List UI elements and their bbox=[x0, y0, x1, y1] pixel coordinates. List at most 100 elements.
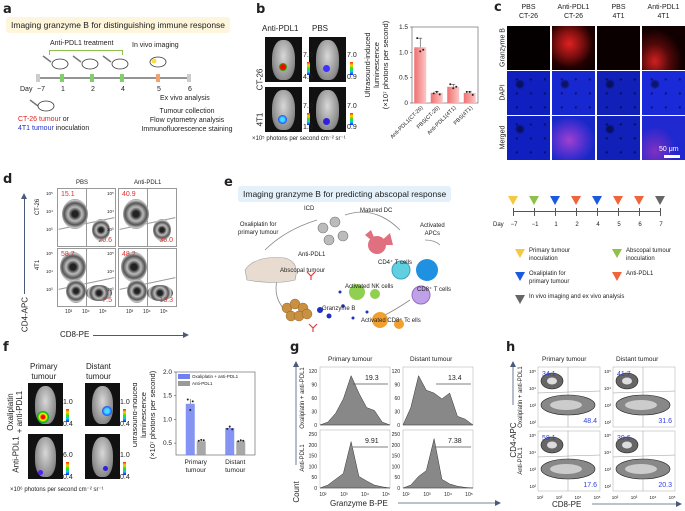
legend-marker-icon bbox=[612, 272, 622, 281]
day-tick: 6 bbox=[188, 86, 192, 93]
contour-cluster bbox=[550, 400, 582, 410]
x-tick-label: 10⁴ bbox=[575, 495, 582, 500]
y-tick-label: 1.0 bbox=[399, 49, 408, 56]
h-col-label: Primary tumour bbox=[542, 356, 587, 363]
colorbar-min: 0.4 bbox=[63, 474, 73, 481]
day-tick: 5 bbox=[617, 222, 621, 228]
y-tick-label: 10³ bbox=[46, 287, 53, 292]
legend-line: Abscopal tumour bbox=[626, 248, 672, 254]
quadrant-value-bottom: 17.6 bbox=[583, 482, 597, 489]
panel-b-label: b bbox=[256, 2, 266, 17]
x-tick-label: 10⁴ bbox=[444, 492, 452, 498]
colorbar-max: 7.0 bbox=[303, 52, 313, 59]
y-tick-label: 10⁵ bbox=[46, 191, 53, 196]
d-col-label: PBS bbox=[76, 180, 89, 186]
f-units: ×10⁶ photons per second cm⁻² sr⁻¹ bbox=[10, 487, 104, 493]
panel-e-banner: Imaging granzyme B for predicting abscop… bbox=[238, 186, 452, 202]
arrow-right-icon bbox=[183, 332, 189, 338]
contour-cluster bbox=[547, 441, 557, 449]
f-col-line: tumour bbox=[31, 372, 57, 381]
e-label-granzyme: Granzyme B bbox=[322, 306, 356, 312]
colorbar-min: 0.4 bbox=[63, 421, 73, 428]
data-point bbox=[228, 425, 231, 428]
data-point bbox=[186, 398, 189, 401]
x-tick-label: 10⁴ bbox=[143, 309, 151, 315]
colorbar-max: 1.0 bbox=[120, 399, 130, 406]
y-tick-label: 10³ bbox=[604, 467, 611, 472]
day-tick: −1 bbox=[531, 222, 539, 228]
y-tick-label: 1.5 bbox=[399, 24, 408, 31]
x-tick-label: 10² bbox=[319, 492, 327, 498]
d-xlabel: CD8-PE bbox=[60, 330, 90, 339]
timeline-marker-icon bbox=[529, 196, 539, 205]
matured-dc bbox=[365, 230, 393, 254]
timeline-tick bbox=[576, 208, 577, 216]
day-label: Day bbox=[20, 86, 33, 93]
x-tick-label: 10⁵ bbox=[669, 495, 676, 500]
d-col-label: Anti-PDL1 bbox=[134, 180, 162, 186]
y-tick-label: 10² bbox=[529, 420, 536, 425]
nk-cell bbox=[349, 284, 365, 300]
legend-label: Anti-PDL1 bbox=[626, 270, 653, 278]
quadrant-value-top: 41.7 bbox=[617, 371, 631, 378]
c-col-label: Anti-PDL1 4T1 bbox=[638, 3, 685, 21]
b-mouse-image bbox=[265, 37, 302, 82]
if-image bbox=[642, 71, 685, 115]
day-tick: 4 bbox=[121, 86, 125, 93]
flow-plot: 48.2 13.3 bbox=[118, 248, 177, 307]
histogram bbox=[319, 375, 391, 426]
y-tick-label: 10⁴ bbox=[604, 386, 611, 391]
y-tick-label: 10² bbox=[604, 484, 611, 489]
f-row-label: Anti-PDL1 bbox=[11, 436, 21, 473]
y-tick-label: 10² bbox=[604, 420, 611, 425]
d-row-label: CT-26 bbox=[35, 198, 41, 216]
panel-d-label: d bbox=[3, 172, 13, 187]
contour-cluster bbox=[92, 219, 110, 241]
legend-marker-icon bbox=[515, 295, 525, 304]
b-mouse-image bbox=[309, 37, 346, 82]
e-label-abscopal: Abscopal tumour bbox=[280, 268, 326, 274]
colorbar-max: 7.0 bbox=[347, 103, 357, 110]
g-col-label: Distant tumour bbox=[410, 356, 453, 363]
h-xlabel: CD8-PE bbox=[552, 500, 581, 509]
inoculation-text: CT-26 tumour or 4T1 tumour inoculation bbox=[18, 115, 89, 133]
ct26-text: CT-26 tumour bbox=[18, 116, 61, 123]
bar bbox=[447, 86, 460, 103]
quadrant-value-top: 48.2 bbox=[122, 251, 136, 258]
legend-label: Abscopal tumour inoculation bbox=[626, 247, 671, 263]
ex-vivo-item: Tumour collection bbox=[159, 108, 215, 115]
b-row-label: CT-26 bbox=[255, 68, 265, 91]
colorbar-min: 0.4 bbox=[120, 421, 130, 428]
contour-cluster bbox=[60, 252, 86, 282]
gate-line bbox=[537, 454, 601, 458]
if-image bbox=[597, 116, 640, 160]
y-tick-label: 120 bbox=[392, 369, 401, 375]
y-tick-label: 90 bbox=[394, 383, 400, 389]
icd-cells bbox=[317, 216, 349, 246]
y-tick-label: 100 bbox=[392, 464, 401, 470]
contour-cluster bbox=[62, 199, 88, 229]
ex-vivo-list: Tumour collection Flow cytometry analysi… bbox=[137, 107, 237, 134]
quadrant-value-top: 39.6 bbox=[617, 435, 631, 442]
if-image bbox=[507, 116, 550, 160]
y-tick-label: 120 bbox=[309, 369, 318, 375]
timeline-marker-icon bbox=[592, 196, 602, 205]
y-tick-label: 30 bbox=[311, 410, 317, 416]
day-tick: 5 bbox=[157, 86, 161, 93]
timeline-tick bbox=[555, 208, 556, 216]
granzyme-dots bbox=[317, 290, 369, 320]
f-col-line: tumour bbox=[86, 372, 111, 381]
f-col-label: Distant tumour bbox=[86, 362, 111, 382]
timeline-tick bbox=[639, 208, 640, 216]
e-label-matured-dc: Matured DC bbox=[360, 208, 393, 214]
contour-cluster bbox=[622, 377, 632, 385]
timeline-marker-icon bbox=[634, 196, 644, 205]
colorbar-min: 0.9 bbox=[347, 124, 357, 131]
quadrant-value-top: 34.1 bbox=[542, 371, 556, 378]
colorbar bbox=[123, 409, 126, 422]
colorbar bbox=[66, 462, 69, 475]
x-tick-label: 10³ bbox=[65, 309, 73, 315]
g-xlabel: Granzyme B-PE bbox=[330, 499, 388, 508]
bar bbox=[236, 441, 246, 455]
legend-marker-icon bbox=[612, 249, 622, 258]
